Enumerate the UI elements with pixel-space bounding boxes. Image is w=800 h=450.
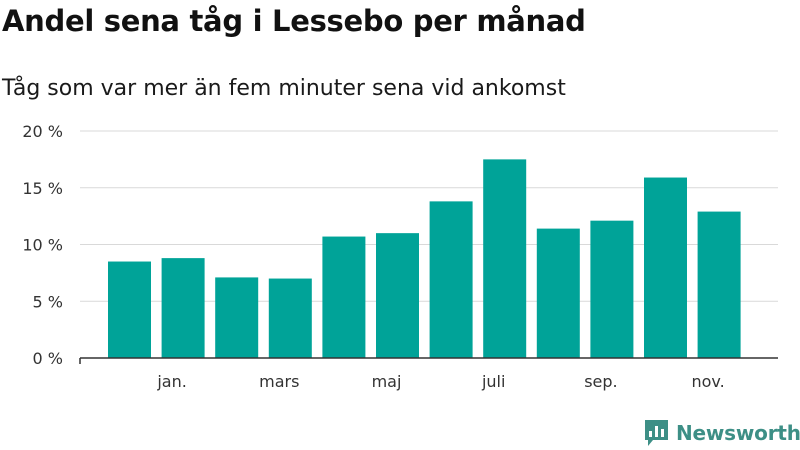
x-tick-label: juli — [481, 372, 505, 391]
x-tick-label: maj — [372, 372, 402, 391]
bar-nov. — [697, 211, 741, 358]
y-tick-label: 0 % — [33, 349, 63, 368]
bar-juni — [429, 201, 473, 358]
newsworthy-brand: Newsworthy — [645, 419, 800, 447]
bar-feb. — [215, 277, 259, 358]
bar-mars — [268, 278, 312, 358]
newsworthy-logo-icon — [645, 420, 668, 446]
bar-sep. — [590, 220, 634, 358]
bar-jan. — [161, 258, 205, 358]
y-tick-label: 5 % — [33, 292, 63, 311]
bar-apr. — [322, 236, 366, 358]
bar-maj — [376, 233, 419, 358]
x-tick-label: sep. — [584, 372, 617, 391]
x-tick-label: jan. — [156, 372, 186, 391]
y-tick-label: 15 % — [22, 179, 63, 198]
newsworthy-wordmark: Newsworthy — [676, 421, 800, 445]
bar-dec. — [108, 261, 151, 358]
x-tick-label: mars — [259, 372, 299, 391]
chart-title: Andel sena tåg i Lessebo per månad — [2, 4, 586, 38]
y-tick-label: 10 % — [22, 236, 63, 255]
bar-aug. — [536, 228, 580, 358]
chart-subtitle: Tåg som var mer än fem minuter sena vid … — [2, 76, 566, 101]
y-tick-label: 20 % — [22, 122, 63, 141]
bar-juli — [483, 159, 527, 358]
bar-okt. — [644, 177, 687, 358]
x-tick-label: nov. — [691, 372, 724, 391]
